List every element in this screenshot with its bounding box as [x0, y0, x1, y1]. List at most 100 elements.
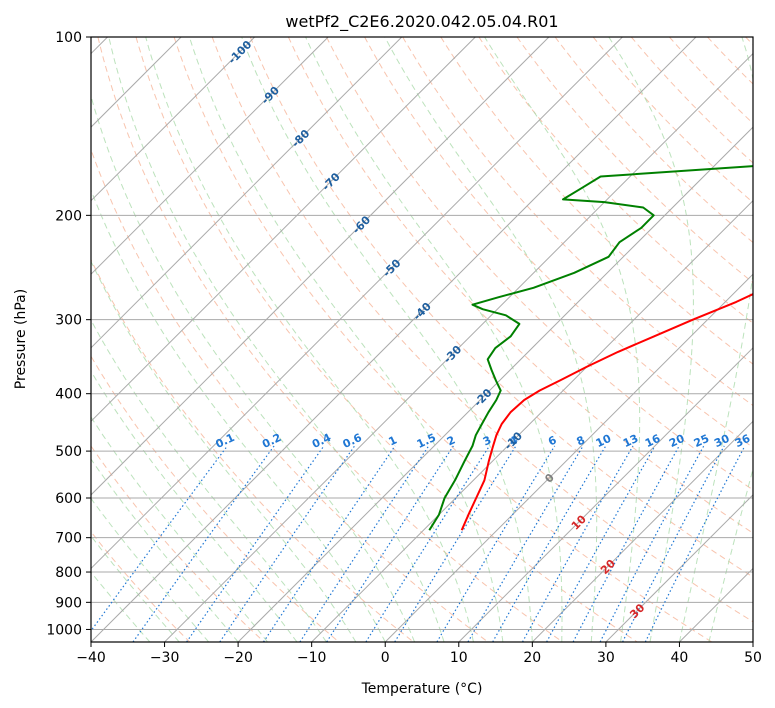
- mixing-ratio-line: [467, 445, 584, 642]
- x-tick-label: −10: [297, 650, 327, 666]
- x-tick-label: −40: [76, 650, 106, 666]
- dry-adiabat: [669, 37, 753, 125]
- mixing-ratio-line: [91, 445, 228, 632]
- chart-title: wetPf2_C2E6.2020.042.05.04.R01: [285, 12, 558, 32]
- mixing-ratio-label: 10: [594, 432, 614, 450]
- isotherm-line: [458, 347, 753, 642]
- mixing-ratio-label: 25: [692, 432, 711, 450]
- y-tick-label: 400: [55, 387, 82, 403]
- moist-adiabat: [91, 370, 298, 642]
- dry-adiabat: [91, 355, 340, 642]
- dry-adiabat: [326, 37, 753, 491]
- moist-adiabat: [91, 497, 210, 642]
- isotherm-line: [91, 37, 697, 642]
- y-tick-label: 200: [55, 208, 82, 224]
- mixing-ratio-label: 1.5: [415, 431, 438, 451]
- dry-adiabat: [707, 37, 753, 85]
- isotherm-line: [531, 420, 753, 642]
- mixing-ratio-line: [365, 445, 491, 642]
- mixing-ratio-label: 16: [643, 432, 663, 450]
- mixing-ratio-label: 36: [733, 432, 753, 450]
- mixing-ratio-line: [436, 445, 556, 642]
- moist-adiabat: [484, 37, 641, 642]
- x-tick-label: −20: [223, 650, 253, 666]
- dry-adiabat: [402, 37, 753, 407]
- mixing-ratio-line: [219, 445, 356, 642]
- isotherm-label: -10: [502, 429, 525, 452]
- mixing-ratio-label: 8: [575, 433, 587, 448]
- dry-adiabat: [97, 37, 563, 642]
- isotherm-line: [164, 52, 753, 642]
- mixing-ratio-label: 0.2: [260, 431, 283, 451]
- isotherm-label: -90: [259, 84, 282, 107]
- moist-adiabat: [608, 37, 694, 642]
- mixing-ratio-label: 0.6: [341, 431, 364, 451]
- moist-adiabat: [108, 37, 445, 642]
- mixing-ratio-line: [546, 445, 656, 642]
- plot-frame: [90, 36, 754, 643]
- dry-adiabat: [91, 445, 265, 642]
- mixing-ratio-label: 0.4: [310, 431, 333, 451]
- isotherm-line: [91, 37, 476, 423]
- y-tick-label: 500: [55, 444, 82, 460]
- mixing-ratio-label: 30: [712, 432, 732, 450]
- moist-adiabat: [91, 319, 327, 642]
- mixing-ratio-label: 1: [387, 433, 399, 448]
- isotherm-line: [91, 37, 550, 496]
- isotherm-label: 10: [569, 512, 589, 532]
- isotherm-line: [752, 641, 753, 642]
- moist-adiabat: [188, 37, 504, 642]
- mixing-ratio-label: 2: [445, 433, 457, 448]
- line-labels: 0.1 0.2 0.4 0.6 1 1.5 2 3 4 6 8 10 13 16 20 25 30 36-100-…: [213, 38, 753, 621]
- isotherm-line: [384, 273, 753, 642]
- x-tick-label: 30: [597, 650, 615, 666]
- isotherm-line: [91, 37, 403, 349]
- moist-adiabat: [91, 535, 180, 642]
- isotherm-line: [91, 37, 623, 570]
- dry-adiabat: [211, 37, 753, 623]
- dry-adiabat: [173, 37, 713, 642]
- y-tick-label: 600: [55, 491, 82, 507]
- mixing-ratio-line: [521, 445, 634, 642]
- isotherm-label: 0: [542, 471, 557, 486]
- moist-adiabat: [91, 416, 268, 642]
- data-lines: [428, 165, 753, 531]
- mixing-ratio-label: 6: [546, 433, 559, 448]
- dry-adiabat: [135, 37, 638, 642]
- isotherm-line: [311, 199, 753, 642]
- moist-adiabat: [708, 467, 753, 642]
- dry-adiabat: [249, 37, 753, 578]
- dry-adiabat: [91, 258, 414, 642]
- moist-adiabat: [305, 37, 563, 642]
- x-tick-label: −30: [150, 650, 180, 666]
- mixing-ratio-line: [644, 445, 746, 642]
- dry-adiabat: [440, 37, 753, 365]
- moist-adiabat: [91, 188, 386, 642]
- isotherm-label: -60: [350, 213, 373, 236]
- x-tick-label: 40: [670, 650, 688, 666]
- isotherm-line: [91, 37, 329, 275]
- mixing-ratio-line: [622, 445, 725, 642]
- dry-adiabat: [745, 37, 753, 46]
- y-tick-label: 300: [55, 313, 82, 329]
- mixing-ratio-label: 13: [621, 432, 640, 450]
- mixing-ratio-line: [132, 445, 275, 642]
- mixing-ratio-line: [599, 445, 705, 642]
- mixing-ratio-line: [326, 445, 454, 642]
- mixing-ratio-line: [299, 445, 430, 642]
- x-axis-title: Temperature (°C): [361, 681, 483, 697]
- isotherm-line: [91, 37, 256, 202]
- y-tick-label: 900: [55, 595, 82, 611]
- y-tick-label: 100: [55, 30, 82, 46]
- temperature-profile-line: [460, 293, 753, 531]
- mixing-ratio-label: 0.1: [213, 431, 236, 451]
- dewpoint-profile-line: [428, 165, 753, 531]
- moist-adiabat: [91, 458, 239, 642]
- mixing-ratio-label: 3: [481, 433, 493, 448]
- isotherm-line: [605, 494, 753, 642]
- x-tick-label: 0: [381, 650, 390, 666]
- isotherm-label: 30: [627, 601, 647, 621]
- moist-adiabat: [384, 37, 598, 642]
